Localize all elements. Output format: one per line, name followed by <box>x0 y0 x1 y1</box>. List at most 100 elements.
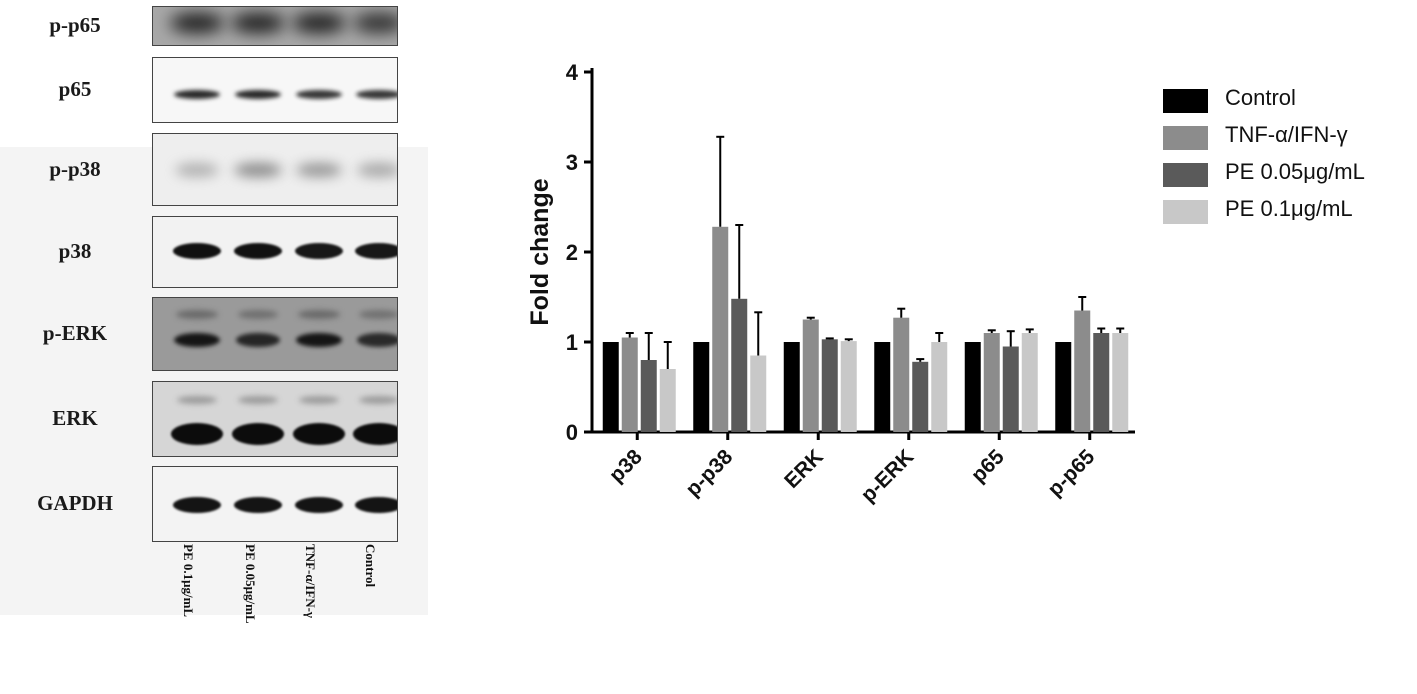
blot-band <box>353 423 397 445</box>
bar <box>1021 333 1038 432</box>
blot-band <box>170 13 224 33</box>
bar <box>821 339 838 432</box>
blot-row-label: GAPDH <box>37 491 113 515</box>
bar <box>693 342 710 432</box>
blot-band <box>234 497 282 513</box>
lane-label: Control <box>363 544 378 588</box>
blot-band <box>238 396 278 404</box>
legend-item-tnf-ifn: TNF-α/IFN-γ <box>1163 120 1413 157</box>
blot-band <box>232 423 284 445</box>
x-tick-label: p38 <box>605 445 647 487</box>
legend-label: PE 0.05μg/mL <box>1225 159 1365 184</box>
lane-label: PE 0.1μg/mL <box>181 544 196 618</box>
blot-band <box>177 396 217 404</box>
bar <box>640 360 657 432</box>
bar <box>1055 342 1072 432</box>
blot-band <box>234 243 282 259</box>
blot-membrane <box>152 297 398 371</box>
blot-band <box>174 89 220 99</box>
bar <box>602 342 619 432</box>
chart-legend: Control TNF-α/IFN-γ PE 0.05μg/mL PE 0.1μ… <box>1163 83 1413 231</box>
x-tick-label: p-p38 <box>681 445 737 501</box>
blot-membrane <box>152 57 398 123</box>
blot-row-label: p65 <box>58 77 92 101</box>
y-tick-label: 4 <box>566 60 579 85</box>
blot-row-label: ERK <box>52 406 98 430</box>
blot-band <box>297 309 341 319</box>
legend-item-control: Control <box>1163 83 1413 120</box>
y-tick-label: 0 <box>566 420 578 445</box>
bar <box>840 341 857 432</box>
legend-label: TNF-α/IFN-γ <box>1225 122 1348 147</box>
bar <box>912 361 929 432</box>
legend-label: Control <box>1225 85 1296 110</box>
blot-band <box>352 13 397 33</box>
x-tick-label: p-p65 <box>1043 445 1099 501</box>
legend-swatch <box>1163 89 1208 113</box>
blot-membrane <box>152 466 398 542</box>
blot-band <box>355 497 397 513</box>
blot-band <box>174 333 220 347</box>
blot-band <box>295 333 343 347</box>
blot-band <box>173 497 221 513</box>
blot-band <box>356 163 397 177</box>
bar <box>783 342 800 432</box>
x-tick-label: ERK <box>780 445 828 493</box>
x-tick-label: p-ERK <box>857 445 919 507</box>
blot-band <box>176 309 218 319</box>
blot-band <box>295 243 343 259</box>
blot-band <box>358 309 397 319</box>
blot-row-label: p-p38 <box>49 156 101 181</box>
blot-membrane <box>152 216 398 288</box>
blot-band <box>295 163 343 177</box>
y-tick-label: 2 <box>566 240 578 265</box>
blot-band <box>175 163 219 177</box>
blot-membrane <box>152 6 398 46</box>
blot-band <box>173 243 221 259</box>
legend-label: PE 0.1μg/mL <box>1225 196 1353 221</box>
legend-swatch <box>1163 200 1208 224</box>
bar <box>750 355 767 432</box>
legend-swatch <box>1163 163 1208 187</box>
bar <box>621 337 638 432</box>
blot-band <box>171 423 223 445</box>
bar <box>802 319 819 432</box>
bar <box>893 317 910 432</box>
bar <box>983 333 1000 432</box>
legend-item-pe-005: PE 0.05μg/mL <box>1163 157 1413 194</box>
bar <box>964 342 981 432</box>
y-axis-label: Fold change <box>526 178 554 325</box>
bar <box>659 369 676 432</box>
bar <box>712 226 729 432</box>
lane-label: PE 0.05μg/mL <box>243 544 258 624</box>
blot-band <box>355 243 397 259</box>
bar <box>731 298 748 432</box>
blot-band <box>293 423 345 445</box>
blot-band <box>359 396 397 404</box>
lane-label: TNF-α/IFN-γ <box>303 544 318 618</box>
blot-band <box>231 13 285 33</box>
blot-band <box>295 497 343 513</box>
blot-band <box>299 396 339 404</box>
bar-chart: 0 1 2 3 4 Fold change p38 p-p38 ERK p-ERK p65 p-p65 <box>526 60 1135 507</box>
blot-band <box>356 333 397 347</box>
legend-swatch <box>1163 126 1208 150</box>
bar <box>874 342 891 432</box>
bar <box>1074 310 1091 432</box>
bar <box>1002 346 1019 432</box>
blot-band <box>235 333 281 347</box>
blot-membrane <box>152 381 398 457</box>
blot-row-label: p-ERK <box>42 321 108 345</box>
bar <box>1112 333 1129 432</box>
western-blot-panel: p-p65 p65 p-p38 p38 p-ERK ERK GAPDH PE 0.1μg/m… <box>0 0 430 676</box>
y-tick-label: 1 <box>566 330 578 355</box>
bar <box>1093 333 1110 432</box>
x-tick-label: p65 <box>967 445 1009 487</box>
blot-band <box>237 309 279 319</box>
legend-item-pe-01: PE 0.1μg/mL <box>1163 194 1413 231</box>
y-tick-label: 3 <box>566 150 578 175</box>
blot-band <box>296 89 342 99</box>
blot-membrane <box>152 133 398 206</box>
blot-band <box>356 89 397 99</box>
blot-band <box>235 89 281 99</box>
